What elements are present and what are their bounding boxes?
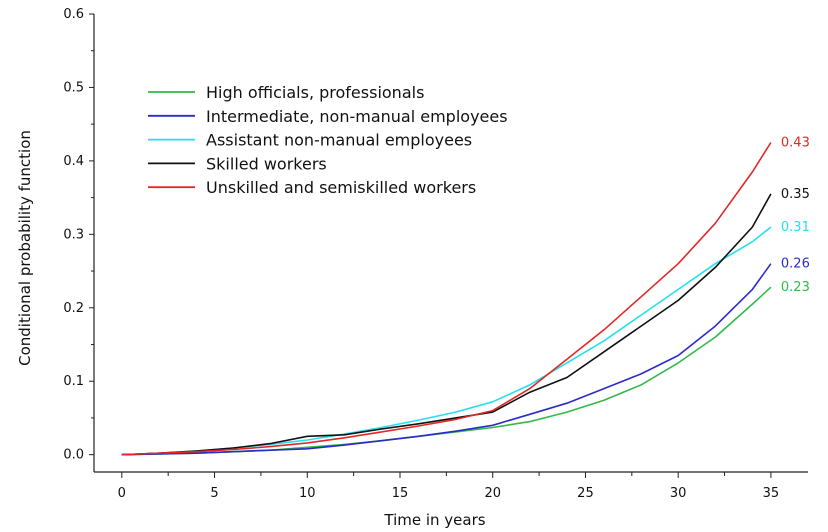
- y-tick-label: 0.2: [63, 301, 84, 316]
- x-tick-label: 0: [118, 486, 126, 501]
- series-line-1: [121, 286, 772, 456]
- x-tick-label: 5: [210, 486, 218, 501]
- axes: 0.0 0.1 0.2 0.3 0.4 0.5 0.6 0 5 10 15 20 25 30 35: [63, 7, 808, 501]
- end-value-label-5: 0.43: [781, 136, 810, 151]
- legend-label-2: Intermediate, non-manual employees: [206, 107, 508, 126]
- legend: High officials, professionals Intermediat…: [148, 83, 508, 197]
- x-axis-title: Time in years: [383, 511, 485, 529]
- y-tick-label: 0.0: [63, 448, 84, 463]
- end-labels: 0.23 0.26 0.31 0.35 0.43: [781, 136, 810, 296]
- y-tick-label: 0.1: [63, 374, 84, 389]
- y-axis-title: Conditional probability function: [16, 130, 34, 366]
- end-value-label-2: 0.26: [781, 257, 810, 272]
- x-tick-label: 20: [484, 486, 501, 501]
- x-tick-label: 35: [763, 486, 780, 501]
- series-group: [121, 142, 772, 456]
- x-tick-label: 10: [299, 486, 316, 501]
- legend-label-5: Unskilled and semiskilled workers: [206, 178, 476, 197]
- end-value-label-4: 0.35: [781, 187, 810, 202]
- series-line-4: [121, 193, 772, 456]
- y-tick-label: 0.5: [63, 80, 84, 95]
- legend-label-3: Assistant non-manual employees: [206, 131, 472, 150]
- legend-label-4: Skilled workers: [206, 154, 327, 173]
- x-tick-label: 30: [670, 486, 687, 501]
- end-value-label-3: 0.31: [781, 220, 810, 235]
- y-tick-label: 0.3: [63, 227, 84, 242]
- series-line-5: [121, 142, 772, 456]
- end-value-label-1: 0.23: [781, 280, 810, 295]
- legend-label-1: High officials, professionals: [206, 83, 424, 102]
- y-tick-label: 0.4: [63, 154, 84, 169]
- x-tick-label: 25: [577, 486, 594, 501]
- x-tick-label: 15: [392, 486, 409, 501]
- series-line-2: [121, 263, 772, 456]
- y-tick-label: 0.6: [63, 7, 84, 22]
